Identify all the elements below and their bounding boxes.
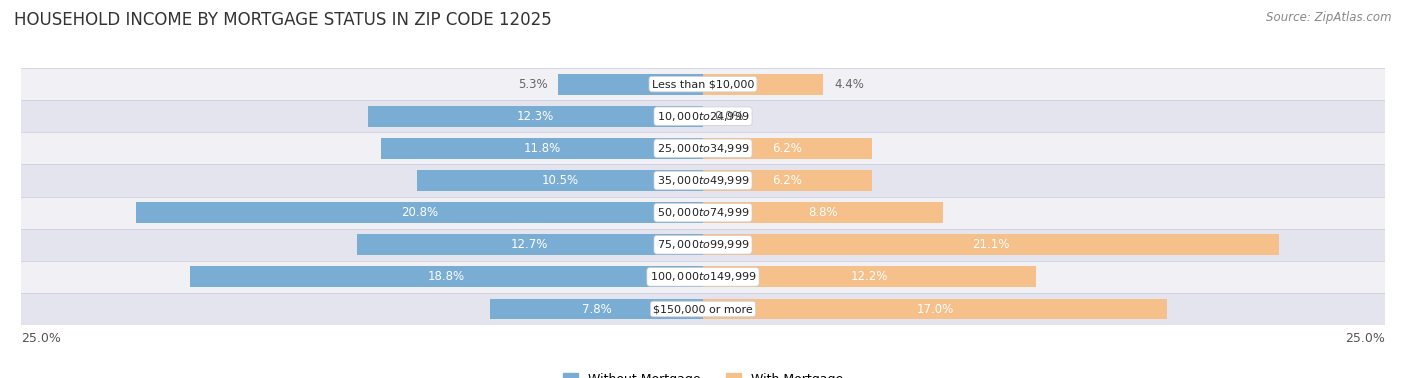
Text: 20.8%: 20.8% [401, 206, 437, 219]
Text: HOUSEHOLD INCOME BY MORTGAGE STATUS IN ZIP CODE 12025: HOUSEHOLD INCOME BY MORTGAGE STATUS IN Z… [14, 11, 551, 29]
Text: 0.0%: 0.0% [714, 110, 744, 123]
FancyBboxPatch shape [703, 74, 823, 94]
Text: 12.3%: 12.3% [516, 110, 554, 123]
FancyBboxPatch shape [558, 74, 703, 94]
Bar [21, 293, 1385, 325]
Text: Source: ZipAtlas.com: Source: ZipAtlas.com [1267, 11, 1392, 24]
Text: 5.3%: 5.3% [517, 77, 547, 91]
Text: $75,000 to $99,999: $75,000 to $99,999 [657, 238, 749, 251]
Bar [21, 132, 1385, 164]
Text: $50,000 to $74,999: $50,000 to $74,999 [657, 206, 749, 219]
FancyBboxPatch shape [135, 202, 703, 223]
FancyBboxPatch shape [703, 202, 943, 223]
FancyBboxPatch shape [190, 266, 703, 287]
Text: 17.0%: 17.0% [917, 302, 953, 316]
Bar [21, 261, 1385, 293]
Text: 21.1%: 21.1% [972, 238, 1010, 251]
Text: 12.7%: 12.7% [512, 238, 548, 251]
Text: 6.2%: 6.2% [773, 142, 803, 155]
Text: 11.8%: 11.8% [523, 142, 561, 155]
Text: Less than $10,000: Less than $10,000 [652, 79, 754, 89]
Bar [21, 100, 1385, 132]
FancyBboxPatch shape [416, 170, 703, 191]
FancyBboxPatch shape [703, 234, 1278, 255]
Text: 12.2%: 12.2% [851, 270, 889, 284]
Bar [21, 68, 1385, 100]
Text: 7.8%: 7.8% [582, 302, 612, 316]
Text: $10,000 to $24,999: $10,000 to $24,999 [657, 110, 749, 123]
FancyBboxPatch shape [703, 170, 872, 191]
FancyBboxPatch shape [703, 266, 1036, 287]
Text: $35,000 to $49,999: $35,000 to $49,999 [657, 174, 749, 187]
FancyBboxPatch shape [703, 299, 1167, 319]
FancyBboxPatch shape [703, 138, 872, 159]
Bar [21, 197, 1385, 229]
Text: 18.8%: 18.8% [427, 270, 465, 284]
Text: 8.8%: 8.8% [808, 206, 838, 219]
Text: $25,000 to $34,999: $25,000 to $34,999 [657, 142, 749, 155]
Text: 25.0%: 25.0% [1346, 332, 1385, 344]
Bar [21, 164, 1385, 197]
FancyBboxPatch shape [367, 106, 703, 127]
Bar [21, 229, 1385, 261]
Text: 10.5%: 10.5% [541, 174, 578, 187]
Text: $150,000 or more: $150,000 or more [654, 304, 752, 314]
Legend: Without Mortgage, With Mortgage: Without Mortgage, With Mortgage [558, 368, 848, 378]
Text: 6.2%: 6.2% [773, 174, 803, 187]
Text: $100,000 to $149,999: $100,000 to $149,999 [650, 270, 756, 284]
FancyBboxPatch shape [491, 299, 703, 319]
Text: 25.0%: 25.0% [21, 332, 60, 344]
FancyBboxPatch shape [381, 138, 703, 159]
Text: 4.4%: 4.4% [834, 77, 863, 91]
FancyBboxPatch shape [357, 234, 703, 255]
